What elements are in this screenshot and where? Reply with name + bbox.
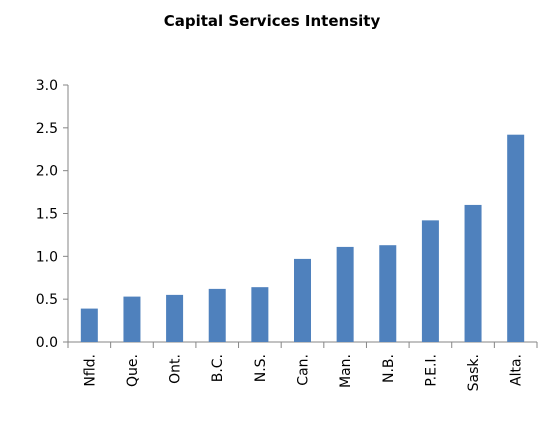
x-tick-label: P.E.I. [423,354,439,387]
bar-ns [251,287,269,342]
y-tick-label: 1.0 [36,249,58,265]
x-tick-label: Nfld. [82,354,98,387]
y-tick-label: 2.5 [36,121,58,137]
y-tick-label: 1.5 [36,207,58,223]
bar-nfld [80,308,98,342]
x-tick-label: Can. [296,354,312,386]
x-tick-label: Que. [125,354,141,387]
bar-sask [464,204,482,342]
bar-man [336,246,354,342]
bar-pei [421,220,439,342]
x-axis: Nfld. Que. Ont. B.C. N.S. Can. Man. N.B. P.E.I. S… [67,341,538,391]
bar-alta [507,134,525,342]
x-tick-label: Sask. [466,354,482,391]
x-tick-label: Man. [338,354,354,388]
bar-nb [379,245,397,342]
y-tick-label: 0.5 [36,292,58,308]
x-tick-label: B.C. [210,354,226,382]
x-tick-label: N.B. [381,354,397,383]
x-tick-label: Ont. [168,354,184,384]
bar-ont [166,294,184,342]
bars [80,134,525,342]
bar-bc [208,288,226,342]
x-tick-label: Alta. [509,354,525,386]
bar-que [123,296,141,342]
bar-can [294,258,311,342]
y-tick-label: 3.0 [36,78,58,94]
y-tick-label: 0.0 [36,335,58,351]
y-tick-label: 2.0 [36,164,58,180]
y-axis: 0.0 0.5 1.0 1.5 2.0 2.5 3.0 [36,78,69,351]
chart-title: Capital Services Intensity [163,12,381,30]
x-tick-label: N.S. [253,354,269,382]
